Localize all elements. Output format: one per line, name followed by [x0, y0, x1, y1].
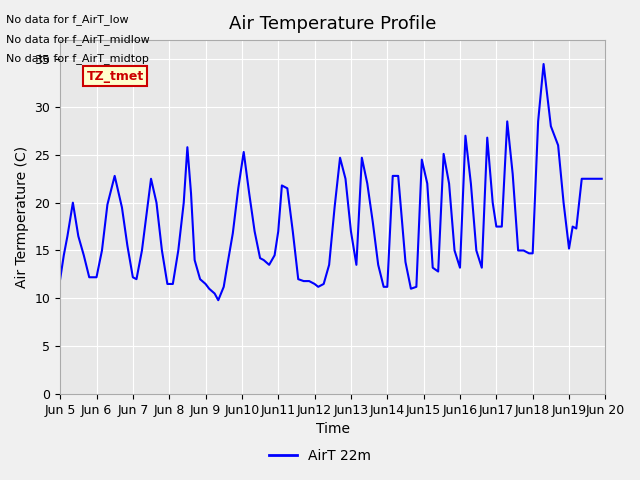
Text: No data for f_AirT_low: No data for f_AirT_low — [6, 14, 129, 25]
Y-axis label: Air Termperature (C): Air Termperature (C) — [15, 146, 29, 288]
Legend: AirT 22m: AirT 22m — [264, 443, 376, 468]
Text: TZ_tmet: TZ_tmet — [86, 70, 143, 83]
Text: No data for f_AirT_midlow: No data for f_AirT_midlow — [6, 34, 150, 45]
Title: Air Temperature Profile: Air Temperature Profile — [229, 15, 436, 33]
X-axis label: Time: Time — [316, 422, 350, 436]
Text: No data for f_AirT_midtop: No data for f_AirT_midtop — [6, 53, 149, 64]
